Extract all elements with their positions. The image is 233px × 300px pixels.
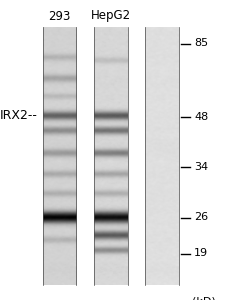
FancyBboxPatch shape [128,0,145,300]
Text: 26: 26 [194,212,208,223]
Text: 34: 34 [194,161,208,172]
FancyBboxPatch shape [0,0,42,300]
FancyBboxPatch shape [76,0,94,300]
Text: IRX2--: IRX2-- [0,109,38,122]
Text: HepG2: HepG2 [91,10,131,22]
Text: (kD): (kD) [192,297,215,300]
Text: 293: 293 [48,10,71,22]
Text: 48: 48 [194,112,208,122]
Text: 85: 85 [194,38,208,49]
Text: 19: 19 [194,248,208,259]
FancyBboxPatch shape [179,0,233,300]
